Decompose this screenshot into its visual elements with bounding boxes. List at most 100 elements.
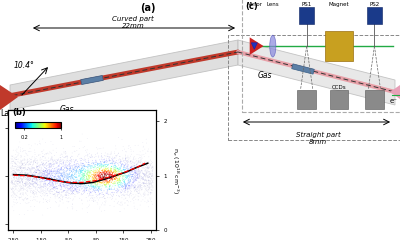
Point	[132, 174, 138, 178]
Point	[67, 156, 74, 160]
Point	[42, 179, 48, 183]
Point	[20, 177, 26, 181]
Point	[15, 150, 21, 154]
Point	[95, 182, 101, 186]
Point	[131, 201, 137, 205]
Point	[74, 191, 80, 195]
Point	[92, 164, 98, 168]
Point	[35, 175, 42, 179]
Point	[88, 153, 95, 157]
Point	[43, 183, 49, 187]
Point	[104, 185, 110, 189]
Point	[127, 191, 134, 195]
Point	[77, 174, 83, 178]
Point	[124, 183, 130, 187]
Point	[26, 184, 32, 188]
Point	[105, 155, 111, 158]
Point	[97, 162, 104, 166]
Point	[35, 175, 41, 179]
Point	[28, 173, 35, 177]
Point	[115, 178, 122, 182]
Polygon shape	[390, 85, 400, 99]
Point	[11, 191, 18, 195]
Point	[112, 178, 118, 182]
Point	[12, 171, 19, 174]
Point	[88, 163, 94, 167]
Point	[141, 167, 147, 170]
Point	[75, 153, 82, 157]
Point	[72, 184, 78, 188]
Point	[79, 202, 86, 206]
Point	[93, 172, 99, 176]
Point	[9, 157, 16, 161]
Point	[140, 172, 146, 175]
Point	[27, 162, 34, 166]
Point	[111, 182, 117, 186]
Point	[28, 175, 34, 179]
Point	[81, 178, 88, 182]
Point	[12, 187, 19, 191]
Point	[124, 162, 130, 166]
Point	[69, 165, 76, 169]
Point	[93, 189, 100, 192]
Point	[146, 171, 152, 175]
Point	[101, 189, 107, 193]
Point	[87, 156, 94, 159]
Point	[95, 180, 101, 184]
Point	[28, 198, 34, 202]
Point	[147, 191, 154, 194]
Point	[40, 159, 47, 162]
Point	[132, 174, 138, 178]
Point	[9, 189, 16, 193]
Point	[70, 192, 77, 195]
Point	[113, 159, 120, 162]
Point	[126, 181, 132, 185]
Point	[147, 176, 154, 180]
Point	[73, 162, 79, 166]
Polygon shape	[238, 40, 395, 105]
Point	[95, 186, 102, 190]
Point	[127, 182, 133, 186]
Point	[134, 163, 141, 167]
Point	[142, 169, 149, 173]
Point	[108, 165, 115, 168]
Point	[34, 162, 40, 166]
Point	[102, 163, 108, 167]
Point	[101, 157, 108, 161]
Point	[100, 174, 106, 177]
Point	[108, 168, 115, 172]
Point	[141, 165, 147, 169]
Point	[95, 189, 102, 193]
Point	[44, 168, 50, 172]
Point	[12, 171, 18, 175]
Point	[73, 174, 79, 178]
Point	[55, 191, 62, 194]
Point	[101, 172, 107, 176]
Point	[73, 158, 80, 162]
Point	[130, 177, 137, 181]
Point	[141, 184, 148, 188]
Point	[118, 169, 125, 173]
Point	[62, 193, 69, 197]
Point	[108, 192, 114, 196]
Point	[11, 198, 17, 201]
Point	[88, 170, 94, 174]
Point	[99, 191, 105, 194]
Point	[70, 174, 77, 177]
Point	[104, 181, 110, 185]
Point	[119, 170, 126, 174]
Point	[26, 166, 32, 170]
Point	[107, 196, 113, 200]
Point	[51, 162, 57, 166]
Point	[70, 189, 77, 192]
Point	[145, 198, 151, 202]
Point	[97, 192, 104, 195]
Point	[102, 182, 108, 186]
Point	[143, 164, 149, 168]
Point	[42, 183, 49, 186]
Point	[22, 175, 29, 179]
Point	[65, 186, 72, 190]
Point	[138, 176, 144, 180]
Point	[100, 192, 107, 196]
Point	[28, 158, 34, 162]
